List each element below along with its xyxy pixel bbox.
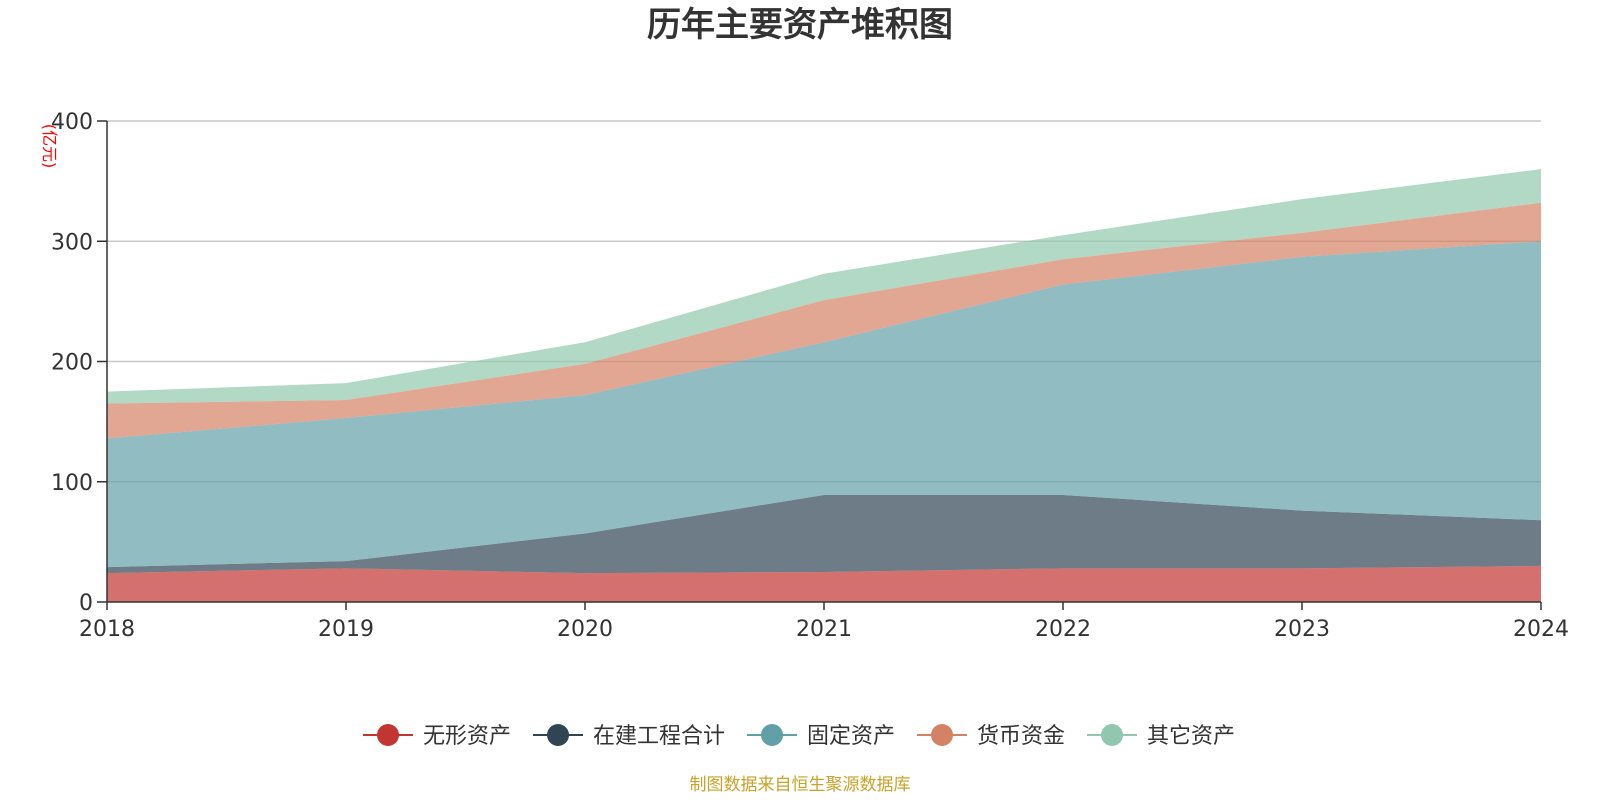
x-tick-label: 2020 [557,617,613,642]
x-tick-label: 2019 [318,617,374,642]
y-axis-unit-label: (亿元) [40,124,59,169]
data-source-note: 制图数据来自恒生聚源数据库 [690,775,911,795]
chart-title: 历年主要资产堆积图 [647,5,953,45]
legend-swatch [547,724,569,746]
area-series-0[interactable] [107,565,1541,602]
x-tick-label: 2022 [1035,617,1091,642]
y-tick-label: 400 [51,110,93,135]
x-tick-label: 2024 [1513,617,1569,642]
y-tick-label: 200 [51,351,93,376]
legend-item-4[interactable]: 其它资产 [1087,724,1235,749]
area-series-2[interactable] [107,241,1541,568]
legend-label: 无形资产 [423,724,511,749]
y-tick-label: 0 [79,591,93,616]
legend-swatch [761,724,783,746]
y-axis-ticks: 0 100 200 300 400 [51,110,107,616]
area-series-4[interactable] [107,169,1541,404]
legend-swatch [377,724,399,746]
y-tick-label: 300 [51,230,93,255]
x-axis-ticks: 2018 2019 2020 2021 2022 2023 2024 [79,602,1569,642]
legend-item-2[interactable]: 固定资产 [747,724,895,749]
x-tick-label: 2018 [79,617,135,642]
legend-item-0[interactable]: 无形资产 [363,724,511,749]
area-series-3[interactable] [107,202,1541,439]
x-tick-label: 2023 [1274,617,1330,642]
legend: 无形资产 在建工程合计 固定资产 货币资金 其它资产 [363,724,1235,749]
y-tick-label: 100 [51,471,93,496]
legend-label: 固定资产 [807,724,895,749]
legend-label: 货币资金 [977,724,1065,749]
legend-item-3[interactable]: 货币资金 [917,724,1065,749]
x-tick-label: 2021 [796,617,852,642]
area-series-group [107,169,1541,602]
area-series-1[interactable] [107,494,1541,574]
legend-label: 在建工程合计 [593,724,725,749]
legend-label: 其它资产 [1147,724,1235,749]
legend-swatch [1101,724,1123,746]
legend-item-1[interactable]: 在建工程合计 [533,724,725,749]
legend-swatch [931,724,953,746]
